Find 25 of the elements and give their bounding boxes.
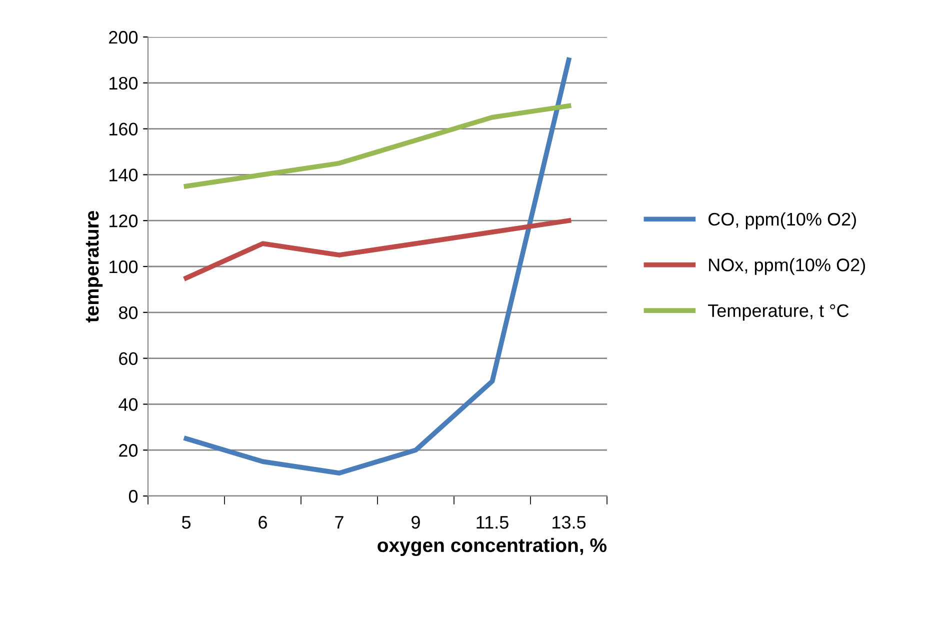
x-tick-label: 9 bbox=[412, 516, 420, 529]
y-tick-label: 0 bbox=[128, 490, 138, 503]
line-series bbox=[184, 103, 572, 189]
y-tick-label: 160 bbox=[110, 122, 138, 136]
y-tick-label: 40 bbox=[118, 398, 138, 411]
x-axis-title: oxygen concentration, % bbox=[378, 538, 607, 556]
line-series bbox=[184, 58, 572, 476]
y-tick-label: 140 bbox=[110, 168, 138, 182]
legend-label: CO, ppm(10% O2) bbox=[708, 212, 856, 230]
line-series bbox=[184, 218, 572, 280]
x-tick-label: 5 bbox=[182, 516, 191, 529]
x-tick-label: 6 bbox=[258, 516, 267, 529]
x-tick-label: 11.5 bbox=[476, 516, 508, 529]
y-tick-label: 80 bbox=[118, 306, 138, 320]
y-tick-label: 100 bbox=[110, 260, 138, 274]
y-tick-label: 20 bbox=[119, 444, 138, 457]
x-tick-label: 13.5 bbox=[552, 516, 586, 529]
legend-label: Temperature, t °C bbox=[708, 304, 849, 321]
legend-label: NOx, ppm(10% O2) bbox=[709, 258, 865, 275]
y-axis-title: temperature bbox=[86, 210, 103, 322]
y-tick-label: 180 bbox=[110, 76, 138, 90]
y-tick-label: 200 bbox=[109, 30, 138, 44]
y-tick-label: 120 bbox=[110, 214, 138, 228]
x-tick-label: 7 bbox=[335, 516, 344, 529]
y-tick-label: 60 bbox=[119, 352, 138, 366]
